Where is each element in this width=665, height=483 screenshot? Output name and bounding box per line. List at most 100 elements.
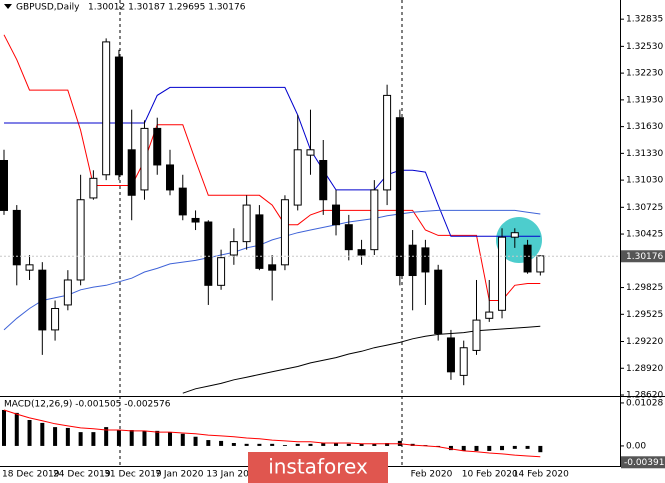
x-axis-labels: 24 Dec 2019: [53, 470, 111, 480]
y-tick-label: 1.28920: [626, 364, 663, 374]
macd-bar: [270, 443, 275, 446]
candle-body: [0, 159, 8, 211]
macd-bar: [2, 409, 6, 446]
candle-body: [370, 189, 379, 251]
x-axis-labels: 10 Feb 2020: [462, 470, 518, 480]
macd-bar: [500, 445, 505, 451]
macd-bar: [359, 443, 364, 446]
candle-body: [485, 311, 494, 319]
indicator-line: [3, 209, 541, 331]
x-tick-label: 31 Dec 2019: [104, 470, 162, 480]
macd-bar: [193, 436, 198, 446]
x-tick-label: 10 Feb 2020: [462, 470, 518, 480]
x-axis-labels: Feb 2020: [411, 470, 453, 480]
y-tick-label: 1.29525: [626, 310, 663, 320]
x-tick-label: Feb 2020: [411, 470, 453, 480]
candle-body: [89, 177, 98, 199]
macd-bar: [180, 433, 185, 446]
y-tick-label: 1.28620: [626, 391, 663, 401]
y-tick-label: 1.29825: [626, 283, 663, 293]
x-tick-label: 14 Feb 2020: [513, 470, 569, 480]
macd-bar: [372, 443, 377, 446]
macd-bar: [346, 443, 351, 446]
candle-body: [12, 209, 21, 266]
macd-title: MACD(12,26,9) -0.001505 -0.002576: [4, 400, 171, 410]
indicator-line: [182, 325, 541, 394]
macd-bar: [91, 432, 96, 446]
indicator-line: [4, 86, 541, 237]
macd-bar: [282, 445, 287, 446]
candle-body: [51, 308, 60, 331]
macd-bar: [206, 440, 211, 446]
candle-body: [459, 347, 468, 376]
y-tick-label: 1.30725: [626, 203, 663, 213]
candle-body: [63, 279, 72, 306]
signal-line: [3, 409, 541, 458]
candle-body: [357, 249, 366, 256]
x-axis-labels: 31 Dec 2019: [104, 470, 162, 480]
x-axis-labels: 1.32835 1.32530 1.32230 1.31930 1.31630 1.313…: [0, 15, 665, 469]
macd-bar: [116, 430, 121, 446]
last-value-box: [621, 456, 665, 469]
macd-bar: [295, 443, 300, 446]
macd-bar: [538, 445, 543, 453]
candle-body: [255, 214, 264, 269]
candle-body: [76, 199, 85, 281]
y-tick-label: 1.32835: [626, 15, 663, 25]
candle-body: [408, 244, 417, 277]
candle-body: [344, 224, 353, 251]
y-tick-label: 1.32230: [626, 69, 663, 79]
candle-body: [383, 94, 392, 191]
candle-body: [38, 269, 47, 331]
macd-bar: [448, 445, 453, 451]
candle-body: [127, 149, 136, 196]
x-axis-labels: 13 Jan 2020: [206, 470, 260, 480]
y-tick-label: 1.31630: [626, 122, 663, 132]
candle-body: [332, 204, 341, 226]
macd-bar: [334, 443, 339, 446]
y-tick-label: 1.31330: [626, 149, 663, 159]
candle-body: [114, 56, 123, 176]
candle-body: [306, 149, 315, 156]
macd-bar: [321, 443, 326, 446]
macd-bar: [257, 443, 262, 446]
last-price-label: 1.30176: [626, 252, 663, 262]
candle-body: [217, 257, 226, 286]
macd-bar: [231, 443, 236, 446]
macd-bar: [40, 422, 45, 446]
macd-bar: [27, 420, 32, 446]
candle-body: [421, 247, 430, 273]
macd-bar: [219, 440, 224, 446]
y-tick-label: 0.01028: [626, 398, 663, 408]
candle-body: [204, 221, 213, 286]
macd-bar: [155, 430, 160, 446]
menu-triangle: [4, 4, 12, 9]
macd-bar: [512, 445, 517, 449]
x-tick-label: 7 Jan 2020: [155, 470, 203, 480]
candle-body: [229, 241, 238, 256]
candle-body: [153, 127, 162, 166]
candle-body: [102, 41, 111, 176]
candle-body: [140, 127, 149, 191]
watermark-box: [248, 452, 388, 483]
candle-body: [510, 232, 519, 238]
candle-body: [523, 244, 532, 273]
macd-bar: [65, 427, 70, 446]
candle-body: [191, 217, 200, 223]
macd-bar: [142, 430, 147, 446]
y-tick-label: 1.32530: [626, 42, 663, 52]
candle-body: [268, 264, 277, 271]
candle-body: [472, 319, 481, 351]
macd-bar: [244, 443, 249, 446]
ohlc-text: 1.30012 1.30187 1.29695 1.30176: [88, 3, 246, 13]
x-axis-labels: 14 Feb 2020: [513, 470, 569, 480]
macd-bar: [474, 445, 479, 451]
macd-bar: [308, 443, 313, 446]
x-axis-labels: 18 Dec 2019: [2, 470, 60, 480]
x-tick-label: 13 Jan 2020: [206, 470, 260, 480]
candle-body: [498, 236, 507, 311]
x-tick-label: 24 Dec 2019: [53, 470, 111, 480]
